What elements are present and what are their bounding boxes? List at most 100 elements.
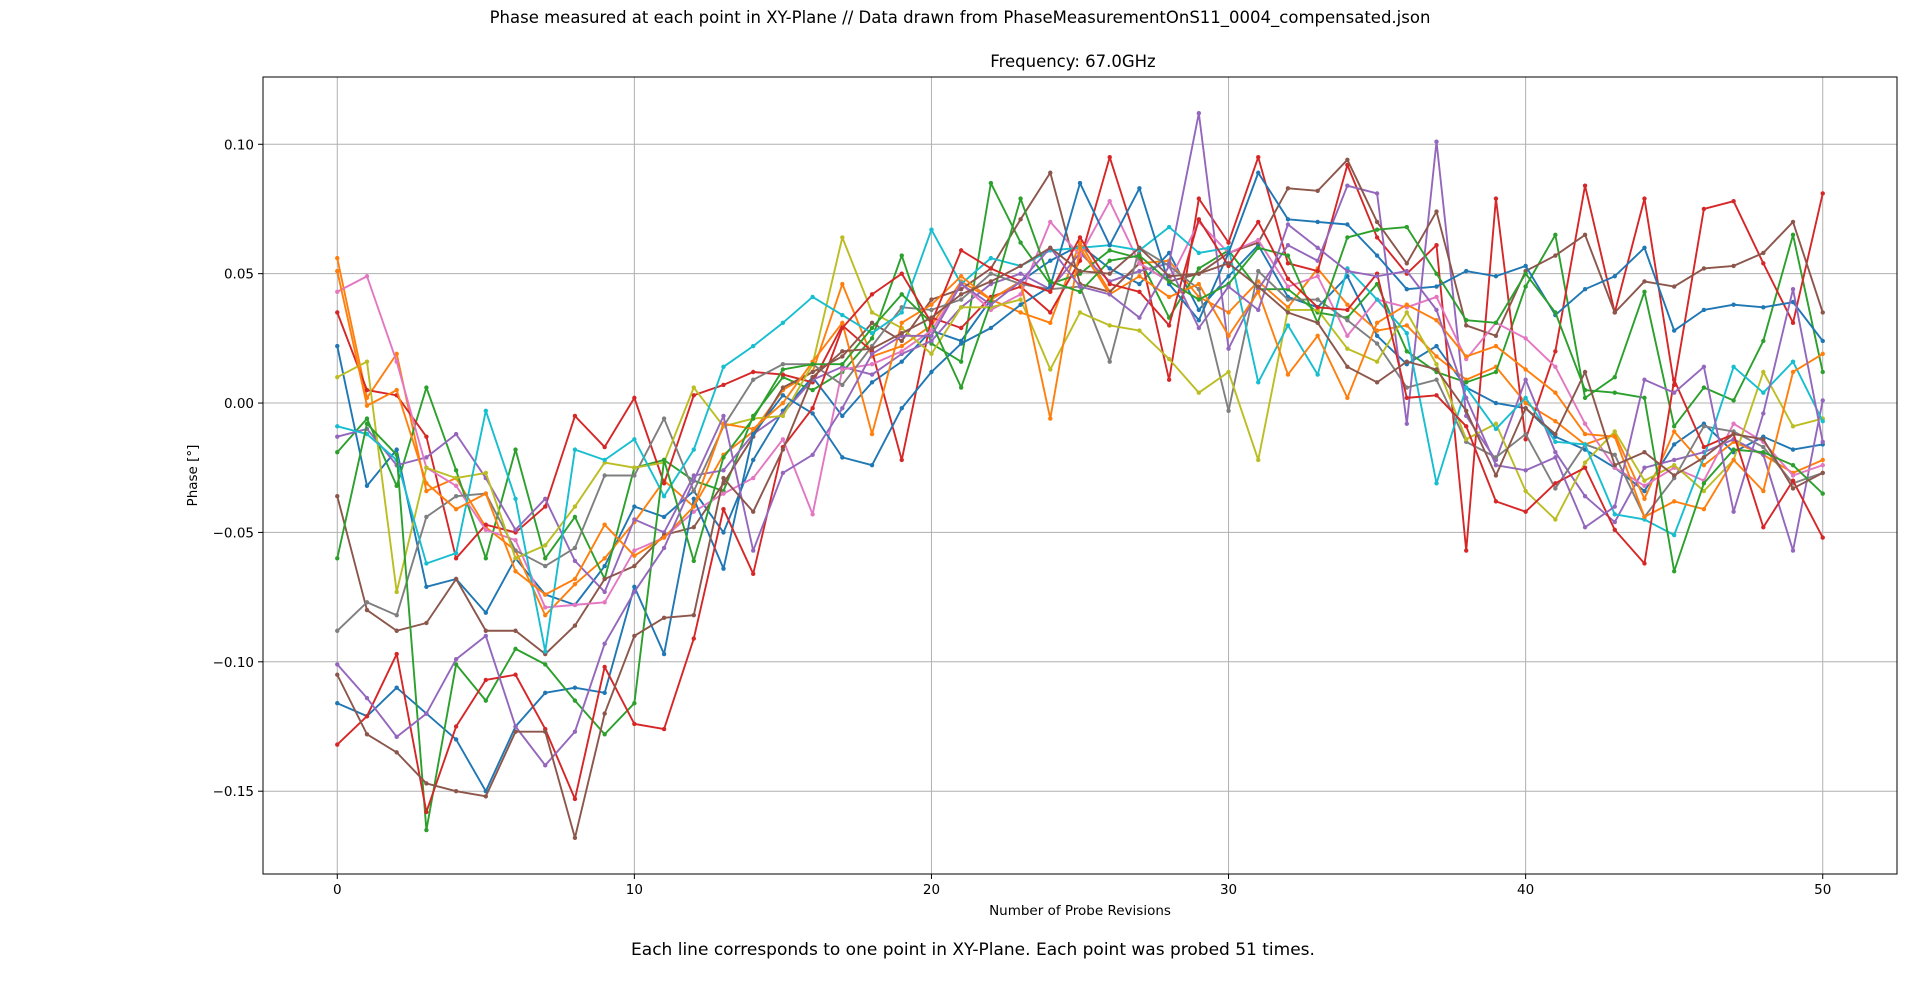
data-point bbox=[602, 522, 607, 527]
data-point bbox=[1523, 400, 1528, 406]
data-point bbox=[335, 628, 340, 633]
data-point bbox=[899, 457, 904, 463]
data-point bbox=[453, 724, 459, 729]
data-point bbox=[1642, 279, 1647, 284]
data-point bbox=[1048, 320, 1053, 326]
data-point bbox=[602, 589, 607, 595]
data-point bbox=[1285, 217, 1291, 222]
data-point bbox=[780, 447, 786, 452]
data-point bbox=[958, 341, 964, 346]
data-point bbox=[1671, 473, 1677, 478]
data-point bbox=[632, 437, 637, 442]
data-point bbox=[1196, 297, 1202, 302]
data-point bbox=[1671, 377, 1677, 382]
data-point bbox=[1731, 398, 1736, 403]
data-point bbox=[1077, 310, 1083, 315]
data-point bbox=[424, 711, 429, 716]
data-point bbox=[929, 351, 934, 357]
data-point bbox=[751, 431, 756, 437]
data-point bbox=[1434, 294, 1439, 300]
data-point bbox=[1107, 155, 1112, 160]
data-point bbox=[453, 737, 459, 742]
data-point bbox=[1642, 289, 1647, 294]
series-line bbox=[336, 158, 1824, 655]
data-point bbox=[810, 411, 815, 416]
data-point bbox=[1731, 431, 1736, 437]
data-point bbox=[721, 468, 726, 473]
data-point bbox=[513, 496, 518, 501]
data-point bbox=[958, 281, 964, 287]
data-point bbox=[602, 473, 607, 478]
data-point bbox=[1820, 351, 1825, 357]
data-point bbox=[1226, 408, 1231, 414]
chart-suptitle: Phase measured at each point in XY-Plane… bbox=[489, 8, 1431, 27]
data-point bbox=[1196, 390, 1202, 395]
data-point bbox=[1761, 525, 1766, 530]
data-point bbox=[869, 372, 875, 377]
data-point bbox=[929, 307, 934, 313]
data-point bbox=[453, 468, 459, 473]
data-point bbox=[1137, 245, 1142, 250]
data-point bbox=[1166, 294, 1172, 300]
data-point bbox=[1196, 325, 1202, 331]
x-tick-label: 0 bbox=[333, 882, 342, 898]
data-point bbox=[1701, 266, 1707, 271]
data-point bbox=[1464, 354, 1469, 359]
data-point bbox=[1553, 418, 1558, 424]
data-point bbox=[1404, 224, 1410, 230]
data-point bbox=[1671, 429, 1677, 434]
data-point bbox=[543, 605, 548, 610]
data-point bbox=[1701, 444, 1707, 450]
data-point bbox=[453, 556, 459, 561]
data-point bbox=[1701, 488, 1707, 494]
data-point bbox=[1761, 305, 1766, 310]
data-point bbox=[483, 628, 489, 633]
data-point bbox=[1018, 217, 1023, 222]
data-point bbox=[988, 180, 994, 186]
data-point bbox=[1582, 183, 1588, 188]
data-point bbox=[1048, 170, 1053, 175]
data-point bbox=[721, 491, 726, 496]
data-point bbox=[1582, 395, 1588, 401]
data-point bbox=[1404, 310, 1410, 315]
data-point bbox=[424, 620, 429, 626]
data-point bbox=[572, 447, 578, 452]
chart-footnote: Each line corresponds to one point in XY… bbox=[631, 940, 1315, 960]
data-point bbox=[335, 343, 340, 349]
data-point bbox=[394, 483, 399, 489]
data-point bbox=[810, 452, 815, 457]
data-point bbox=[1790, 447, 1796, 452]
data-point bbox=[661, 651, 667, 657]
data-point bbox=[632, 517, 637, 522]
data-point bbox=[869, 346, 875, 351]
data-point bbox=[810, 294, 815, 300]
series-line bbox=[336, 171, 1824, 793]
data-point bbox=[1790, 548, 1796, 553]
data-point bbox=[335, 424, 340, 429]
data-point bbox=[543, 613, 548, 618]
data-point bbox=[1790, 462, 1796, 468]
data-point bbox=[1048, 279, 1053, 284]
data-point bbox=[1493, 462, 1499, 468]
data-point bbox=[483, 470, 489, 476]
data-point bbox=[1820, 398, 1825, 403]
data-point bbox=[364, 732, 370, 737]
data-point bbox=[572, 581, 578, 587]
x-axis-label: Number of Probe Revisions bbox=[989, 903, 1171, 919]
data-point bbox=[1107, 292, 1112, 297]
data-point bbox=[661, 494, 667, 499]
data-point bbox=[1464, 437, 1469, 442]
data-point bbox=[1612, 452, 1617, 457]
data-point bbox=[1790, 359, 1796, 364]
data-point bbox=[1374, 274, 1380, 279]
series-layer bbox=[335, 111, 1825, 840]
data-point bbox=[513, 672, 518, 677]
plot-frame bbox=[262, 76, 1898, 875]
data-point bbox=[1493, 421, 1499, 426]
x-tick-label: 20 bbox=[923, 882, 940, 898]
data-point bbox=[840, 349, 845, 354]
data-point bbox=[1731, 457, 1736, 463]
data-point bbox=[1493, 333, 1499, 338]
data-point bbox=[899, 253, 904, 258]
data-point bbox=[1761, 450, 1766, 455]
